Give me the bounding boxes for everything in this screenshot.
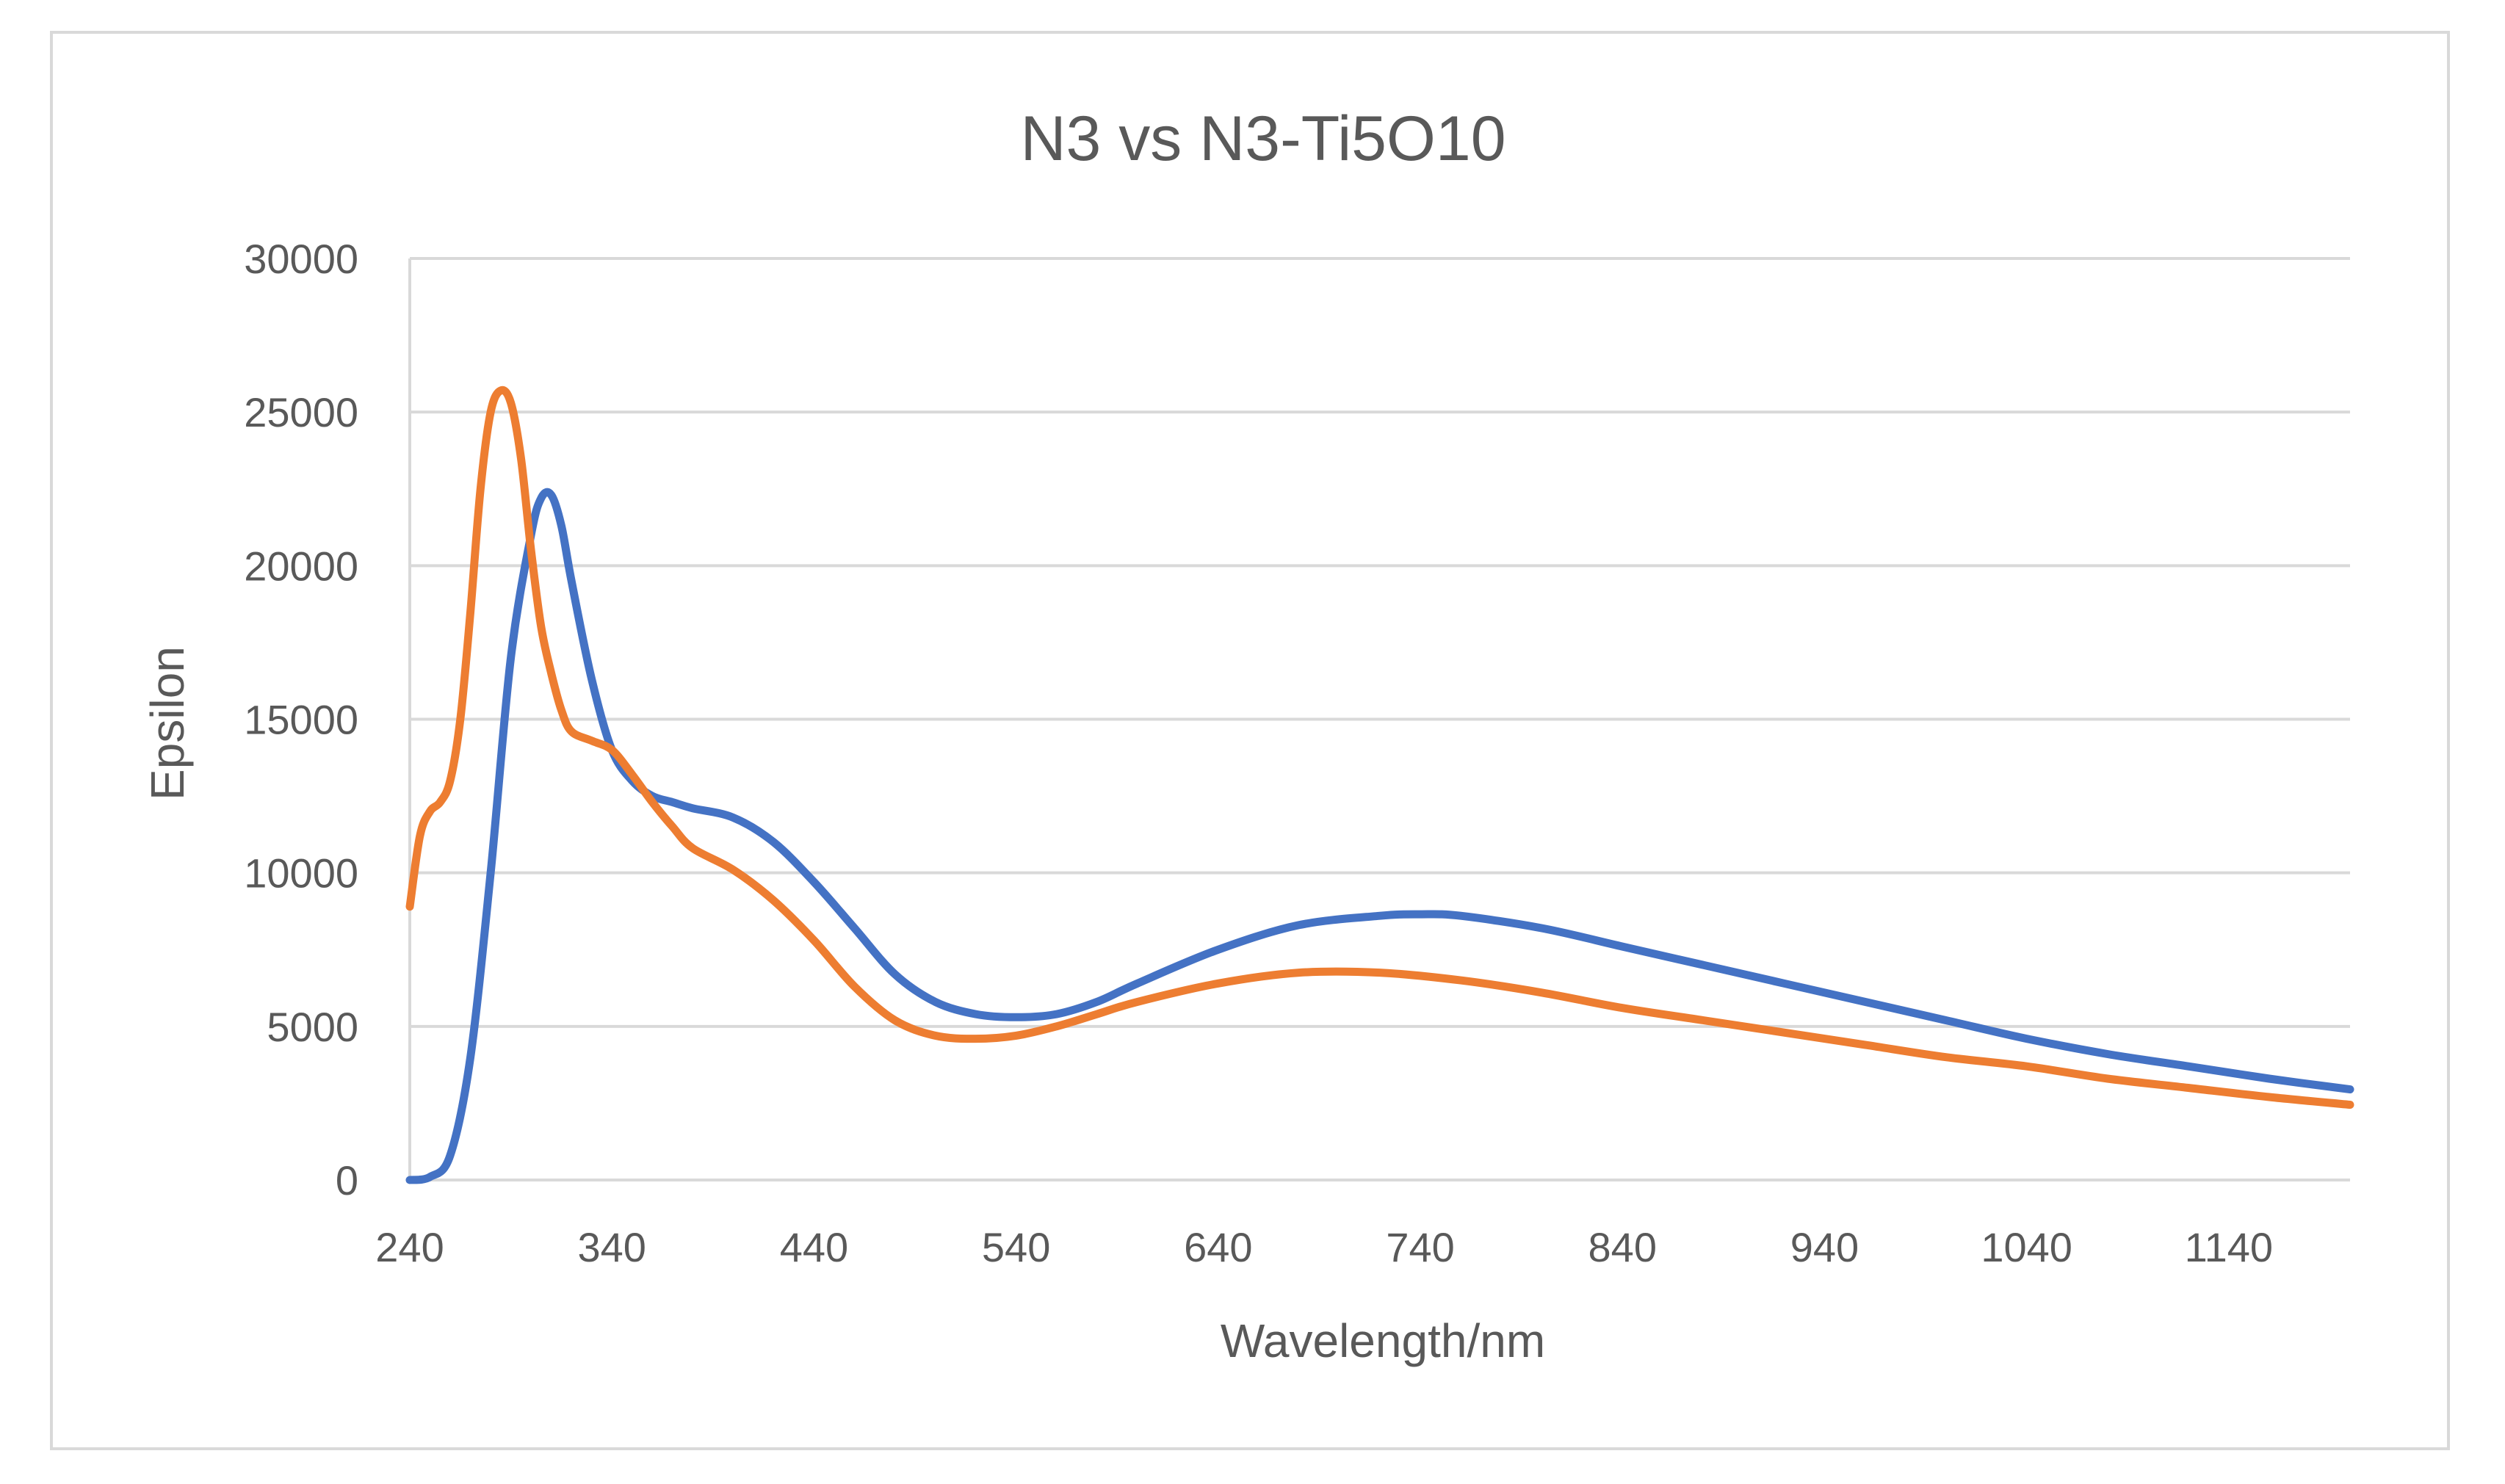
axes (408, 258, 2350, 1181)
x-tick-label-740: 740 (1386, 1224, 1454, 1270)
y-tick-label-15000: 15000 (244, 697, 358, 743)
y-tick-label-10000: 10000 (244, 850, 358, 897)
gridlines (410, 257, 2350, 1028)
y-tick-label-30000: 30000 (244, 236, 358, 282)
x-axis-title: Wavelength/nm (1221, 1314, 1545, 1367)
x-tick-label-240: 240 (375, 1224, 444, 1270)
chart-title: N3 vs N3-Ti5O10 (1020, 104, 1505, 174)
chart-frame (50, 31, 2450, 1450)
x-tick-label-440: 440 (780, 1224, 848, 1270)
y-tick-labels: 0 5000 10000 15000 20000 25000 30000 (244, 236, 358, 1204)
y-tick-label-25000: 25000 (244, 389, 358, 435)
series-line-n3-ti5o10 (405, 386, 2354, 1109)
series-lines (405, 386, 2354, 1184)
y-tick-label-0: 0 (336, 1157, 358, 1204)
x-tick-labels: 240 340 440 540 640 740 840 940 1040 1140 (375, 1224, 2273, 1270)
series-line-n3 (405, 488, 2354, 1184)
x-tick-label-640: 640 (1184, 1224, 1252, 1270)
x-tick-label-1140: 1140 (2185, 1224, 2273, 1270)
x-tick-label-540: 540 (982, 1224, 1050, 1270)
y-tick-label-20000: 20000 (244, 543, 358, 589)
x-tick-label-340: 340 (577, 1224, 646, 1270)
y-tick-label-5000: 5000 (267, 1004, 358, 1050)
y-axis-title: Epsilon (141, 646, 194, 800)
x-tick-label-1040: 1040 (1981, 1224, 2072, 1270)
x-tick-label-840: 840 (1588, 1224, 1657, 1270)
x-tick-label-940: 940 (1790, 1224, 1859, 1270)
